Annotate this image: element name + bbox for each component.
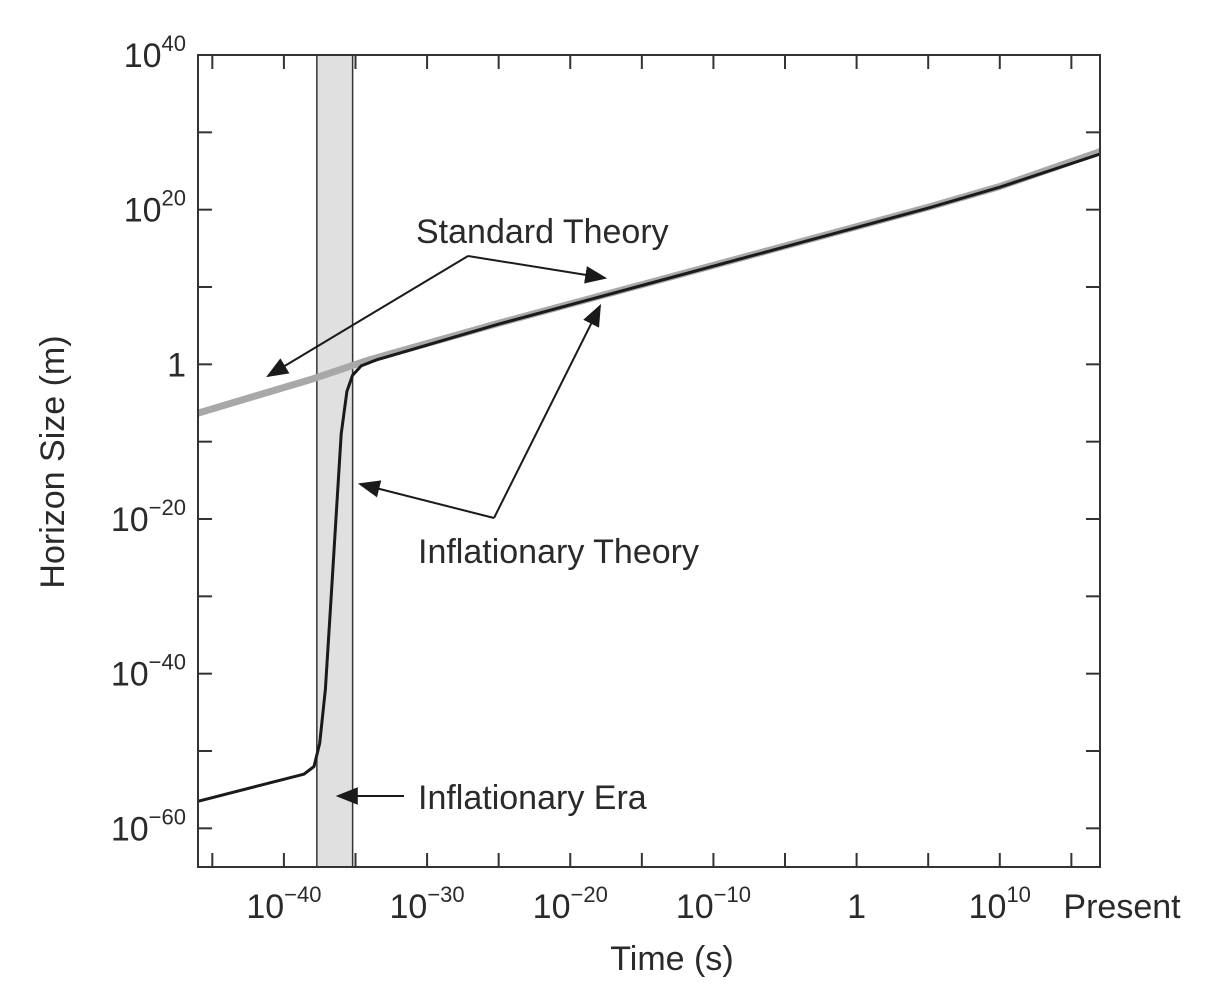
x-axis-title: Time (s) [610,940,733,978]
inflationary-theory-arrow-left [357,480,495,519]
standard-theory-label: Standard Theory [416,213,669,251]
standard-theory-arrow-left [266,255,469,378]
y-tick-labels: 1040 1020 1 10−20 10−40 10−60 [111,31,186,848]
x-tick-label: 10−30 [390,882,465,926]
inflationary-theory-line [198,152,1100,803]
y-tick-label: 1020 [124,186,186,230]
y-tick-label: 1 [167,346,186,384]
x-tick-label: 1010 [969,882,1031,926]
y-tick-label: 1040 [124,31,186,75]
axis-ticks [198,54,1100,867]
inflationary-theory-label: Inflationary Theory [418,533,699,571]
inflationary-era-label: Inflationary Era [418,779,647,817]
standard-theory-arrow-right [467,255,608,284]
y-tick-label: 10−20 [111,495,186,539]
inflationary-theory-arrow-right [493,304,601,519]
x-tick-label: Present [1063,888,1181,926]
y-tick-label: 10−60 [111,804,186,848]
x-tick-label: 10−10 [676,882,751,926]
inflationary-era-band [316,54,354,868]
x-tick-labels: 10−40 10−30 10−20 10−10 1 1010 Present [246,882,1181,926]
x-tick-label: 10−20 [533,882,608,926]
y-axis-title: Horizon Size (m) [34,335,72,588]
plot-frame [197,54,1101,868]
x-tick-label: 1 [847,888,866,926]
x-tick-label: 10−40 [246,882,321,926]
y-tick-label: 10−40 [111,650,186,694]
